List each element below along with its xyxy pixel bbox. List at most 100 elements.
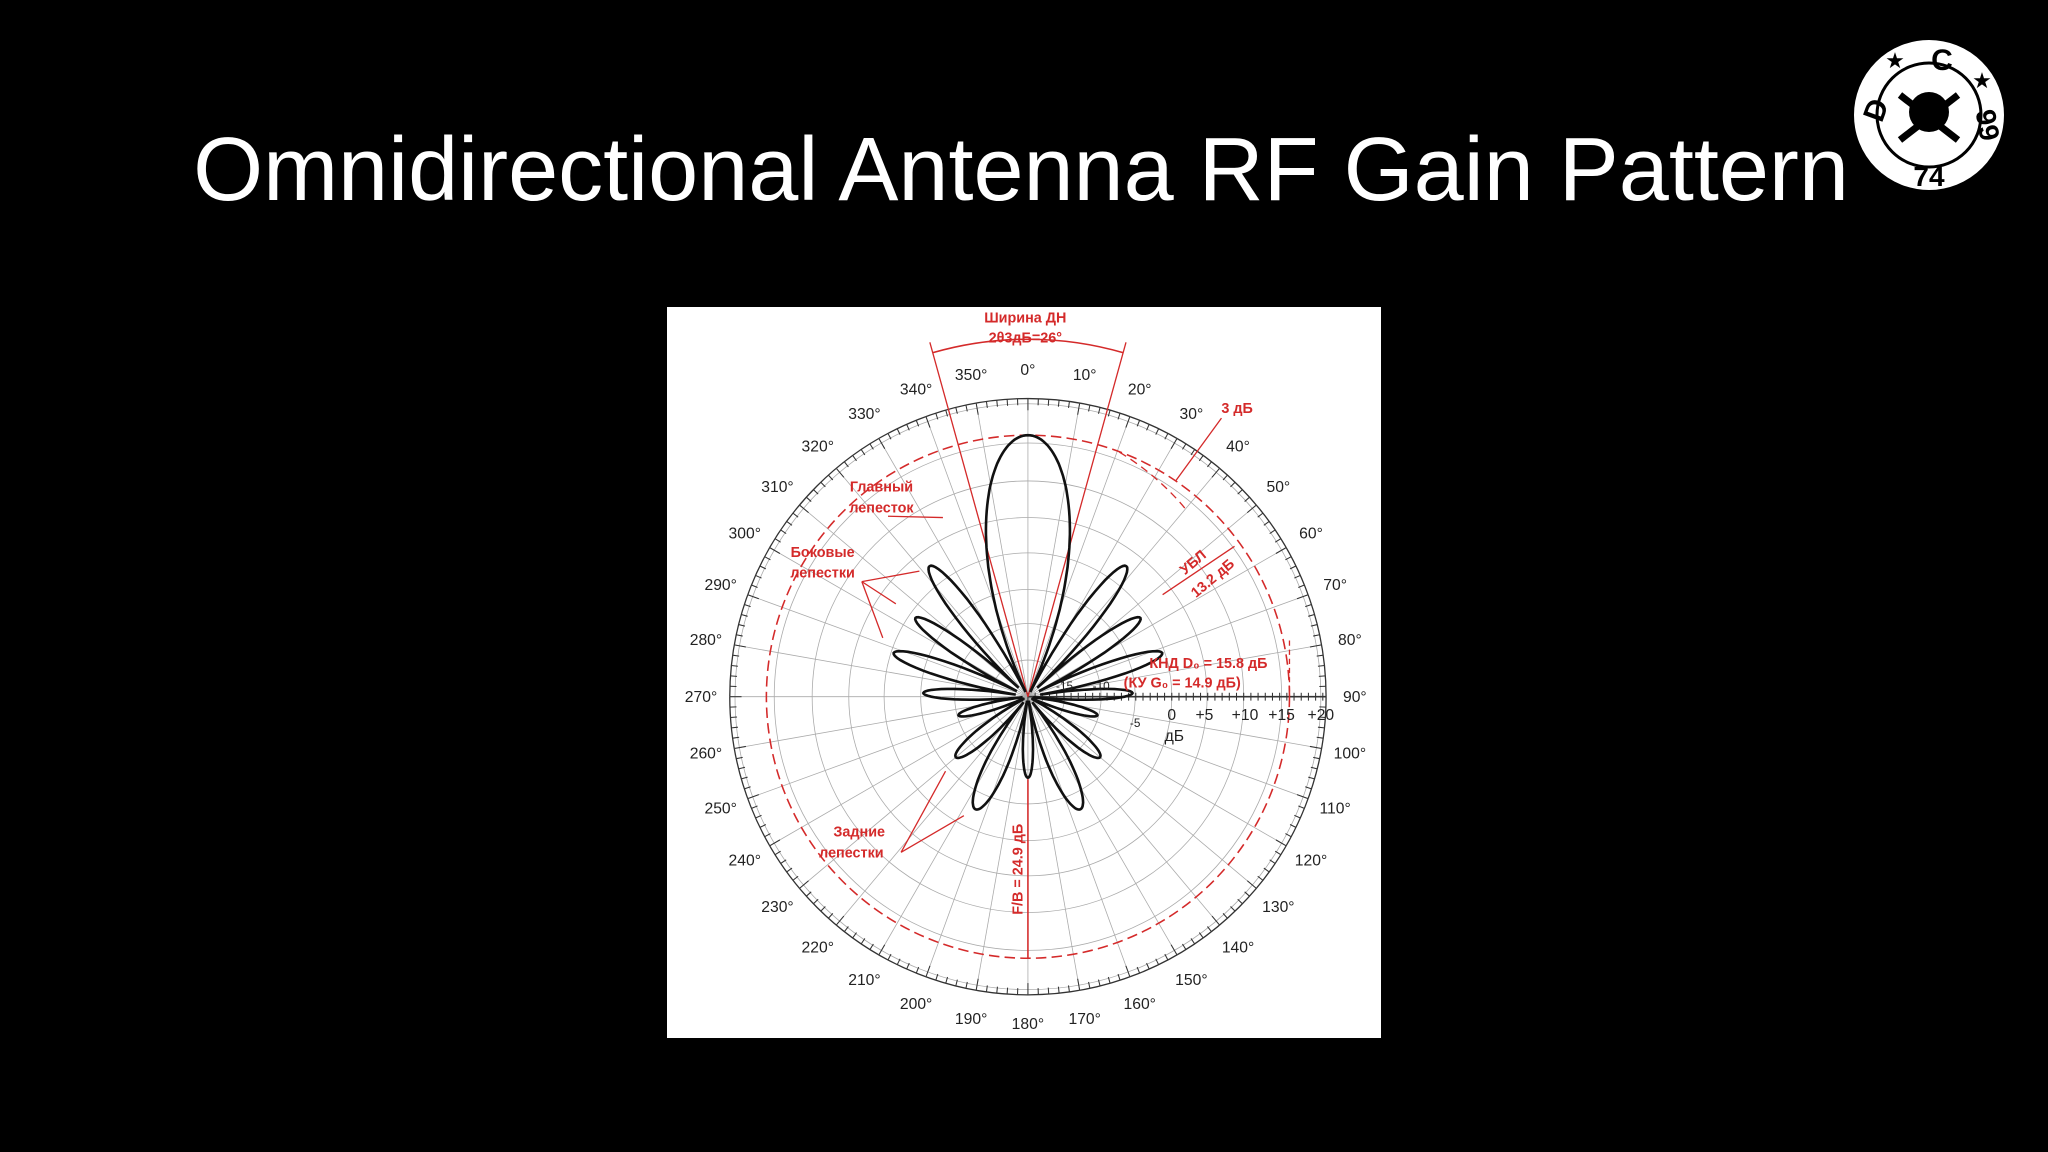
tick (764, 833, 771, 838)
angle-label: 120° (1295, 852, 1327, 869)
tick (813, 489, 819, 495)
tick (769, 547, 781, 554)
tick (751, 805, 758, 809)
tick (732, 654, 740, 657)
annotation: F/B = 24.9 дБ (1011, 824, 1027, 915)
tick (1294, 814, 1301, 819)
tick (1244, 496, 1250, 502)
tick (1317, 665, 1325, 667)
radial-line (769, 547, 1029, 698)
tick (1269, 859, 1276, 864)
tick (1164, 433, 1169, 440)
tick (843, 926, 849, 932)
tick (734, 644, 746, 648)
tick (1310, 766, 1318, 770)
tick (965, 404, 968, 412)
angle-label: 90° (1343, 689, 1367, 706)
tick (792, 875, 799, 881)
arrow (900, 770, 947, 853)
tick (1308, 776, 1315, 780)
tick (1317, 726, 1325, 729)
tick (741, 614, 748, 617)
tick (1057, 400, 1060, 407)
tick (1088, 981, 1091, 989)
tick (1257, 875, 1264, 881)
scale-label: +15 (1268, 707, 1295, 724)
level-arc (1119, 451, 1187, 511)
tick (1107, 976, 1111, 984)
angle-label: 140° (1222, 939, 1254, 956)
angle-label: 150° (1175, 972, 1207, 989)
tick (1155, 958, 1160, 965)
arrow (900, 815, 965, 853)
scale-unit: дБ (1165, 728, 1184, 745)
tick (935, 412, 939, 420)
radial-line (925, 696, 1029, 978)
angle-label: 350° (955, 367, 987, 384)
tick (955, 979, 958, 987)
angle-label: 130° (1262, 899, 1294, 916)
tick (1269, 529, 1276, 535)
logo-letter: C (1931, 44, 1953, 77)
tick (887, 953, 892, 961)
tick (1289, 565, 1297, 570)
annotation: (КУ G₀ = 14.9 дБ) (1124, 676, 1241, 692)
tick (887, 433, 892, 440)
tick (1190, 449, 1196, 456)
tick (852, 932, 857, 939)
annotation: КНД D₀ = 15.8 дБ (1149, 656, 1267, 672)
tick (1294, 574, 1301, 579)
tick (1316, 736, 1324, 739)
tick (896, 428, 901, 435)
annotation: 3 дБ (1221, 401, 1252, 417)
tick (1298, 805, 1305, 809)
tick (1107, 409, 1111, 417)
tick (774, 850, 781, 856)
angle-label: 50° (1266, 479, 1290, 496)
tick (1305, 604, 1312, 608)
angle-label: 180° (1012, 1016, 1044, 1033)
radial-line (799, 504, 1029, 697)
tick (1289, 824, 1297, 828)
radial-line (835, 696, 1029, 926)
tick (915, 966, 920, 974)
tick (1125, 416, 1131, 428)
tick (1125, 965, 1131, 978)
annotation: 2θ3дБ=26° (989, 330, 1063, 346)
tick (843, 461, 849, 468)
logo-star: ★ (1885, 48, 1905, 73)
tick (1244, 891, 1250, 897)
angle-label: 200° (900, 996, 932, 1013)
tick (755, 814, 762, 819)
tick (1237, 898, 1243, 905)
radial-line (1027, 594, 1309, 698)
radial-line (1027, 696, 1081, 991)
tick (1067, 401, 1070, 408)
tick (935, 973, 939, 981)
beamwidth-line (1027, 342, 1127, 697)
angle-label: 340° (900, 382, 932, 399)
tick (1198, 455, 1204, 462)
logo-star: ★ (1972, 68, 1992, 93)
tick (780, 529, 787, 535)
tick (747, 794, 759, 800)
tick (860, 938, 866, 945)
radial-line (878, 696, 1029, 956)
tick (1308, 614, 1315, 617)
annotation: лепесток (849, 500, 914, 516)
tick (896, 958, 901, 965)
tick (925, 416, 931, 428)
tick (1207, 926, 1212, 932)
tick (1136, 420, 1141, 427)
angle-label: 20° (1128, 382, 1152, 399)
tick (1296, 594, 1309, 600)
arrow (1175, 417, 1222, 482)
tick (852, 455, 857, 462)
figure: Ширина ДН 2θ3дБ=26° 3 дБ Главный лепесто… (667, 307, 1382, 1039)
tick (915, 420, 920, 427)
tick (1257, 512, 1264, 518)
tick (835, 467, 845, 478)
angle-label: 240° (729, 852, 761, 869)
